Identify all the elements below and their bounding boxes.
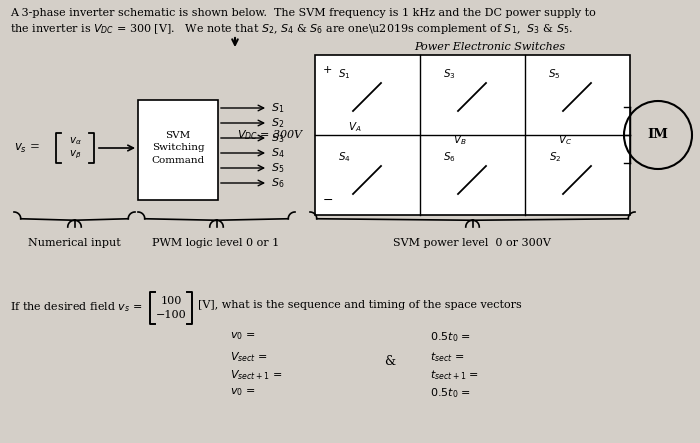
Text: $v_\beta$: $v_\beta$ xyxy=(69,149,81,161)
Text: $S_3$: $S_3$ xyxy=(271,131,284,145)
Bar xyxy=(138,100,218,200)
Text: $v_s$ =: $v_s$ = xyxy=(14,141,40,155)
Text: $S_6$: $S_6$ xyxy=(443,150,456,164)
Text: $v_0$ =: $v_0$ = xyxy=(230,330,256,342)
Text: SVM power level  0 or 300V: SVM power level 0 or 300V xyxy=(393,238,551,248)
Text: −100: −100 xyxy=(155,310,186,320)
Text: A 3-phase inverter schematic is shown below.  The SVM frequency is 1 kHz and the: A 3-phase inverter schematic is shown be… xyxy=(10,8,596,18)
Text: $V_{sect+1}$ =: $V_{sect+1}$ = xyxy=(230,368,282,382)
Text: PWM logic level 0 or 1: PWM logic level 0 or 1 xyxy=(153,238,279,248)
Text: −: − xyxy=(323,194,333,207)
Text: the inverter is $V_{DC}$ = 300 [V].   We note that $S_2$, $S_4$ & $S_6$ are one\: the inverter is $V_{DC}$ = 300 [V]. We n… xyxy=(10,22,573,36)
Text: $S_2$: $S_2$ xyxy=(549,150,561,164)
Text: $V_A$: $V_A$ xyxy=(349,120,362,134)
Text: $S_6$: $S_6$ xyxy=(271,176,284,190)
Text: $V_B$: $V_B$ xyxy=(454,133,467,147)
Text: $0.5t_0$ =: $0.5t_0$ = xyxy=(430,386,471,400)
Text: $v_\alpha$: $v_\alpha$ xyxy=(69,135,81,147)
Text: $0.5t_0$ =: $0.5t_0$ = xyxy=(430,330,471,344)
Text: $S_2$: $S_2$ xyxy=(271,116,284,130)
Text: $V_{sect}$ =: $V_{sect}$ = xyxy=(230,350,268,364)
Text: $S_3$: $S_3$ xyxy=(443,67,456,81)
Text: If the desired field $v_s$ =: If the desired field $v_s$ = xyxy=(10,300,142,314)
Text: IM: IM xyxy=(648,128,668,141)
Text: $S_1$: $S_1$ xyxy=(271,101,284,115)
Text: $V_{DC}$ = 300V: $V_{DC}$ = 300V xyxy=(237,128,305,142)
Text: Power Electronic Switches: Power Electronic Switches xyxy=(414,42,566,52)
Text: [V], what is the sequence and timing of the space vectors: [V], what is the sequence and timing of … xyxy=(198,300,522,310)
Bar xyxy=(315,55,630,215)
Text: $S_4$: $S_4$ xyxy=(271,146,285,160)
Text: $S_5$: $S_5$ xyxy=(271,161,284,175)
Text: Numerical input: Numerical input xyxy=(27,238,120,248)
Text: $S_5$: $S_5$ xyxy=(549,67,561,81)
Text: 100: 100 xyxy=(160,296,182,306)
Text: $V_C$: $V_C$ xyxy=(558,133,572,147)
Text: $t_{sect}$ =: $t_{sect}$ = xyxy=(430,350,465,364)
Text: $S_1$: $S_1$ xyxy=(338,67,351,81)
Text: +: + xyxy=(323,65,332,75)
Text: $v_0$ =: $v_0$ = xyxy=(230,386,256,398)
Text: $S_4$: $S_4$ xyxy=(338,150,351,164)
Text: SVM
Switching
Command: SVM Switching Command xyxy=(151,131,204,165)
Text: $t_{sect+1}$ =: $t_{sect+1}$ = xyxy=(430,368,479,382)
Text: &: & xyxy=(384,355,395,368)
